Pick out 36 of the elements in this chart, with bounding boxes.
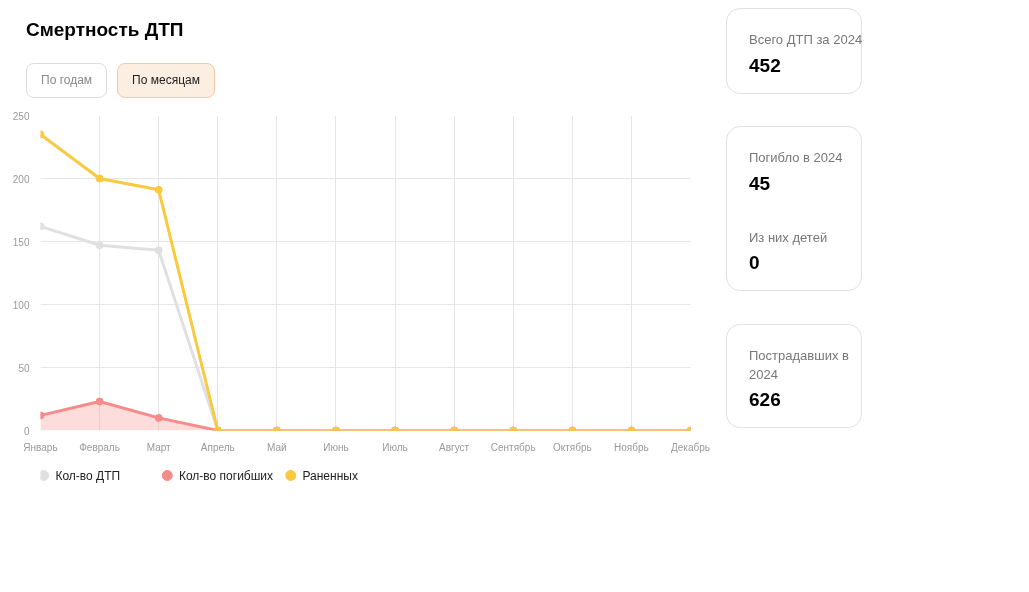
- point: [95, 174, 104, 183]
- text: 45: [749, 171, 772, 196]
- x-tick-label: Июнь: [323, 441, 349, 453]
- text: Пострадавших в 2024: [749, 347, 850, 384]
- point: [154, 185, 163, 194]
- text: Погибло в 2024: [749, 149, 844, 167]
- y-tick-label: 50: [18, 362, 30, 374]
- legend-label: Кол-во погибших: [178, 468, 274, 483]
- point: [95, 241, 104, 250]
- text: По годам: [26, 63, 108, 99]
- x-tick-label: Февраль: [79, 441, 120, 453]
- text: 452: [749, 53, 782, 78]
- x-tick-label: Июль: [382, 441, 408, 453]
- y-tick-label: 250: [12, 110, 30, 122]
- x-tick-label: Декабрь: [671, 441, 711, 453]
- x-tick-label: Сентябрь: [490, 441, 536, 453]
- legend-label: Раненных: [302, 468, 358, 483]
- x-tick-label: Апрель: [200, 441, 235, 453]
- y-tick-label: 100: [12, 299, 30, 311]
- x-tick-label: Январь: [23, 441, 58, 453]
- text: По месяцам: [117, 63, 215, 99]
- x-tick-label: Март: [146, 441, 172, 453]
- text: Из них детей: [749, 228, 829, 247]
- x-tick-label: Октябрь: [552, 441, 592, 453]
- chart-title: Смертность ДТП: [26, 18, 185, 42]
- x-tick-label: Август: [439, 441, 470, 453]
- y-tick-label: 0: [23, 425, 30, 437]
- legend-label: Кол-во ДТП: [55, 468, 121, 483]
- text: 0: [749, 251, 761, 276]
- point: [154, 246, 163, 255]
- text: 626: [749, 388, 782, 413]
- y-tick-label: 200: [12, 173, 30, 185]
- text: Всего ДТП за 2024: [749, 31, 864, 49]
- y-tick-label: 150: [12, 236, 30, 248]
- x-tick-label: Ноябрь: [614, 441, 649, 453]
- x-tick-label: Май: [267, 441, 287, 453]
